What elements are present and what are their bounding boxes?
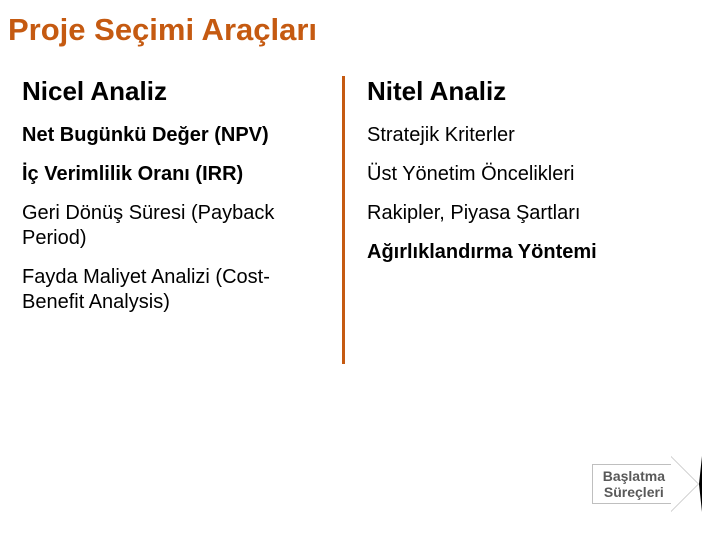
arrow-label-line2: Süreçleri [604,484,664,500]
list-item: Stratejik Kriterler [367,123,597,148]
page-title: Proje Seçimi Araçları [8,12,702,48]
arrow-body: Başlatma Süreçleri [592,464,671,504]
list-item: Geri Dönüş Süresi (Payback Period) [22,201,324,251]
arrow-label-line1: Başlatma [603,468,665,484]
slide: Proje Seçimi Araçları Nicel Analiz Net B… [0,0,720,540]
next-arrow[interactable]: Başlatma Süreçleri [592,456,702,512]
column-right-heading: Nitel Analiz [367,76,597,107]
column-left: Nicel Analiz Net Bugünkü Değer (NPV) İç … [22,76,342,364]
content-area: Nicel Analiz Net Bugünkü Değer (NPV) İç … [8,76,702,364]
list-item: Üst Yönetim Öncelikleri [367,162,597,187]
list-item: Fayda Maliyet Analizi (Cost-Benefit Anal… [22,265,324,315]
list-item: Net Bugünkü Değer (NPV) [22,123,324,148]
column-left-heading: Nicel Analiz [22,76,324,107]
column-right: Nitel Analiz Stratejik Kriterler Üst Yön… [345,76,597,364]
list-item: İç Verimlilik Oranı (IRR) [22,162,324,187]
list-item: Rakipler, Piyasa Şartları [367,201,597,226]
list-item: Ağırlıklandırma Yöntemi [367,240,597,265]
chevron-right-icon [671,456,702,512]
